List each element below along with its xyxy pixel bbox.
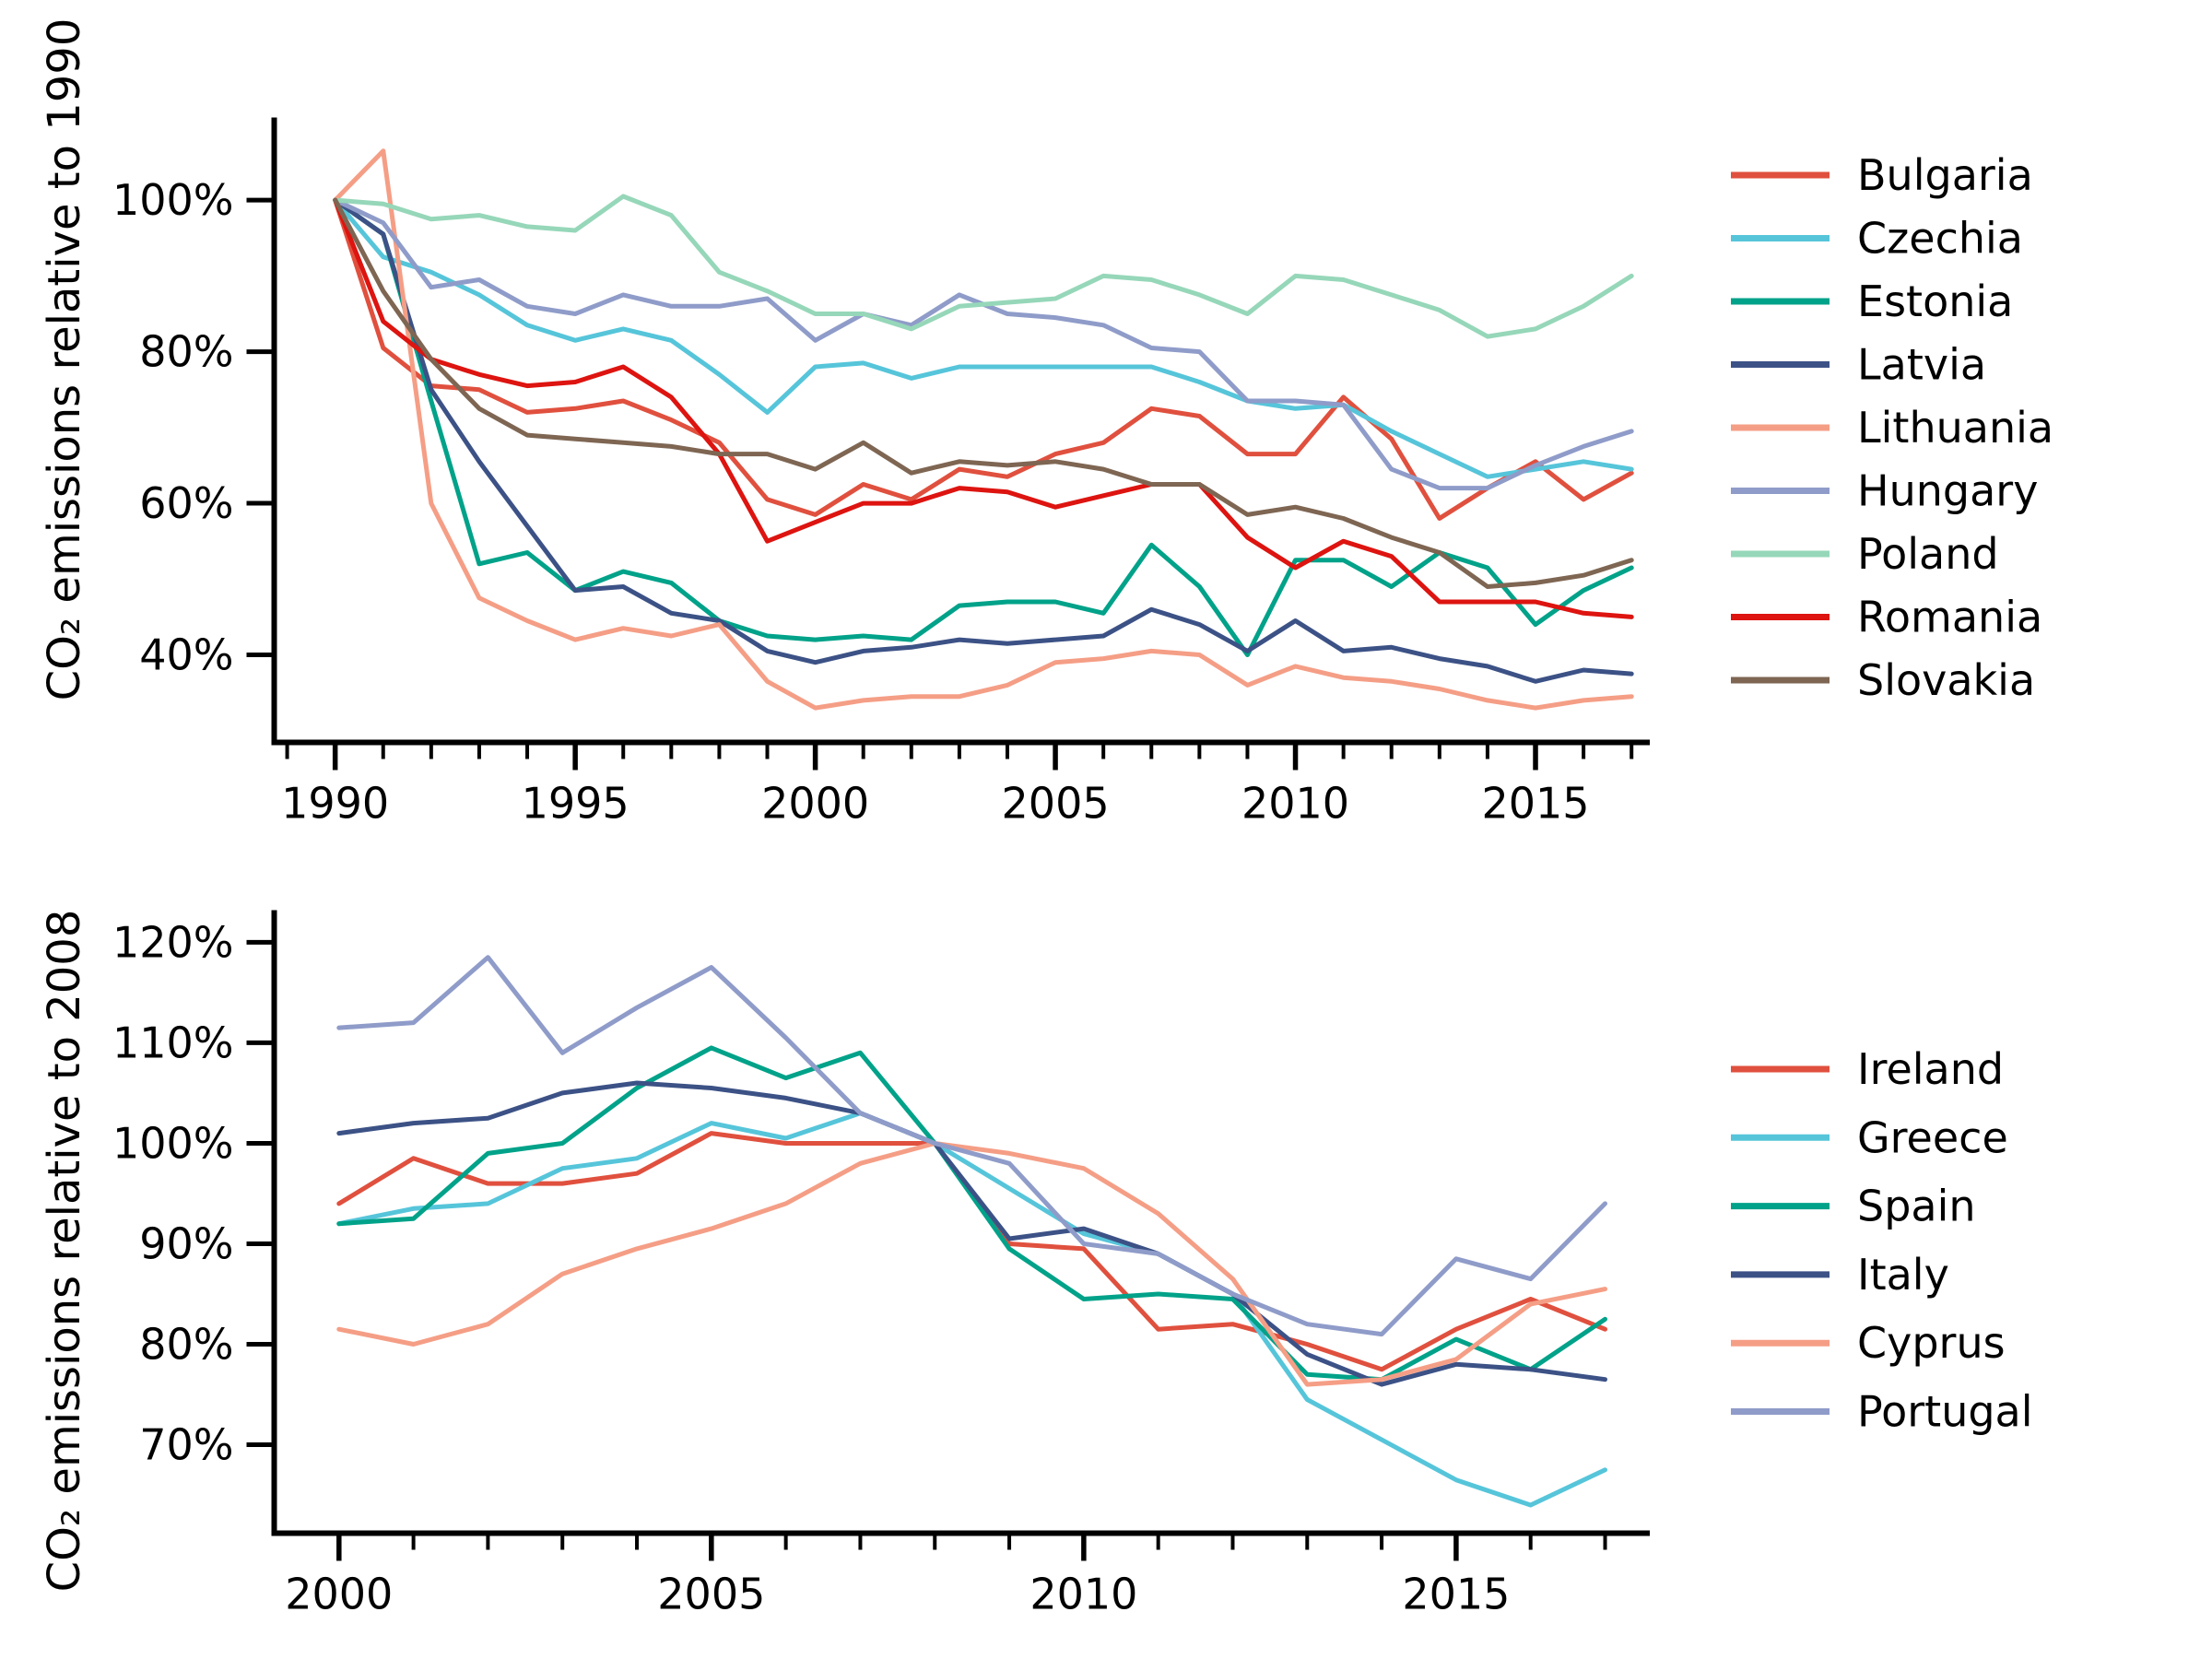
x-tick-label: 2015 [1402, 1570, 1510, 1619]
series-line-estonia [333, 197, 1634, 657]
legend-label-greece: Greece [1857, 1112, 2008, 1162]
x-tick-label: 1995 [522, 779, 629, 829]
legend-item-greece: Greece [1731, 1112, 2008, 1162]
y-tick-label: 60% [139, 478, 233, 528]
legend-label-latvia: Latvia [1857, 340, 1986, 390]
legend-item-lithuania: Lithuania [1731, 403, 2053, 453]
legend-label-ireland: Ireland [1857, 1044, 2004, 1094]
legend-label-cyprus: Cyprus [1857, 1318, 2006, 1368]
x-tick-label: 1990 [281, 779, 389, 829]
y-tick-label: 40% [139, 630, 233, 680]
series-line-slovakia [333, 197, 1634, 589]
legend-item-romania: Romania [1731, 593, 2042, 642]
legend-label-hungary: Hungary [1857, 466, 2038, 516]
y-tick-label: 110% [112, 1018, 234, 1067]
x-tick-label: 2000 [285, 1570, 393, 1619]
legend-item-latvia: Latvia [1731, 340, 1986, 390]
bottom-chart: 70% 80% 90% 100% 110% 120% 2000 2005 2010 2015 CO₂… [39, 910, 2033, 1619]
series-line-lithuania [333, 148, 1634, 711]
legend-item-poland: Poland [1731, 529, 1999, 579]
series-line-greece [336, 1111, 1607, 1508]
series-line-bulgaria [333, 197, 1634, 521]
y-tick-label: 120% [112, 917, 234, 967]
y-tick-label: 100% [112, 1118, 234, 1168]
legend-item-estonia: Estonia [1731, 276, 2013, 326]
legend-label-slovakia: Slovakia [1857, 655, 2035, 705]
legend-label-italy: Italy [1857, 1250, 1949, 1300]
legend-label-romania: Romania [1857, 593, 2042, 642]
legend-item-czechia: Czechia [1731, 214, 2023, 264]
y-tick-label: 70% [139, 1420, 233, 1470]
series-line-hungary [333, 197, 1634, 491]
series-line-spain [336, 1045, 1607, 1382]
y-tick-label: 80% [139, 327, 233, 377]
legend-item-italy: Italy [1731, 1250, 1949, 1300]
legend-item-slovakia: Slovakia [1731, 655, 2035, 705]
bottom-y-axis-title: CO₂ emissions relative to 2008 [39, 910, 90, 1593]
top-chart: 40% 60% 80% 100% 1990 1995 2000 2005 2010 2015 CO₂… [39, 18, 2053, 829]
x-tick-label: 2015 [1481, 779, 1589, 829]
top-y-axis-title: CO₂ emissions relative to 1990 [39, 18, 90, 701]
series-line-italy [336, 1080, 1607, 1387]
series-line-ireland [336, 1131, 1607, 1372]
series-line-cyprus [336, 1141, 1607, 1387]
legend-item-spain: Spain [1731, 1182, 1976, 1231]
x-tick-label: 2005 [657, 1570, 765, 1619]
x-tick-label: 2000 [761, 779, 869, 829]
x-tick-label: 2010 [1030, 1570, 1137, 1619]
legend-label-bulgaria: Bulgaria [1857, 150, 2033, 200]
legend-label-estonia: Estonia [1857, 276, 2013, 326]
legend-item-hungary: Hungary [1731, 466, 2038, 516]
series-line-poland [333, 194, 1634, 339]
legend-label-spain: Spain [1857, 1182, 1976, 1231]
legend-label-poland: Poland [1857, 529, 1999, 579]
legend-item-portugal: Portugal [1731, 1387, 2033, 1437]
y-tick-label: 90% [139, 1218, 233, 1268]
x-tick-label: 2005 [1002, 779, 1110, 829]
legend-item-bulgaria: Bulgaria [1731, 150, 2033, 200]
legend-label-czechia: Czechia [1857, 214, 2023, 264]
legend-item-cyprus: Cyprus [1731, 1318, 2006, 1368]
y-tick-label: 80% [139, 1320, 233, 1370]
series-line-romania [333, 197, 1634, 619]
legend-label-lithuania: Lithuania [1857, 403, 2053, 453]
series-line-latvia [333, 197, 1634, 684]
series-line-czechia [333, 197, 1634, 479]
legend-item-ireland: Ireland [1731, 1044, 2004, 1094]
y-tick-label: 100% [112, 175, 234, 225]
series-line-portugal [336, 955, 1607, 1337]
legend-label-portugal: Portugal [1857, 1387, 2033, 1437]
x-tick-label: 2010 [1241, 779, 1349, 829]
